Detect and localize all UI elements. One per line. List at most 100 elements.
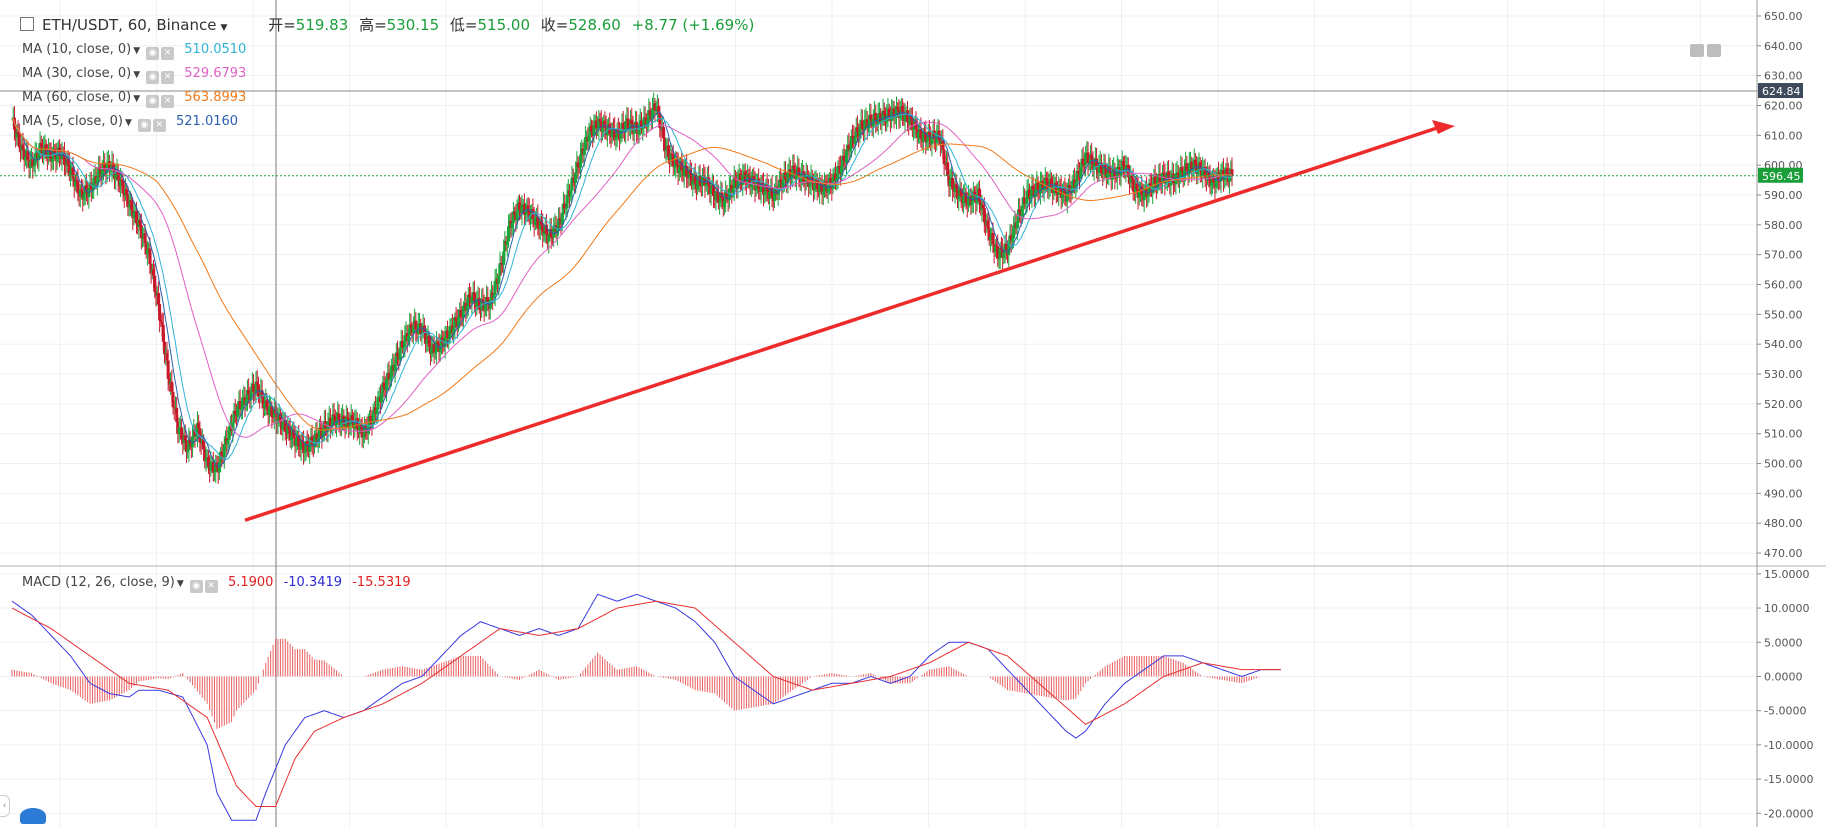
- candle-body: [1179, 167, 1183, 178]
- candle-body: [791, 165, 795, 177]
- candle-body: [1131, 178, 1135, 192]
- candle-body: [91, 189, 95, 191]
- candle-body: [704, 183, 708, 187]
- candle-body: [319, 427, 323, 431]
- candle-body: [777, 179, 781, 191]
- candle-body: [477, 297, 481, 309]
- candle-body: [184, 440, 188, 453]
- candle-body: [565, 194, 569, 209]
- chevron-down-icon[interactable]: ▼: [124, 118, 132, 128]
- chevron-down-icon[interactable]: ▼: [176, 579, 184, 589]
- candle-body: [615, 129, 619, 138]
- candle-body: [139, 225, 143, 239]
- indicator-row-ma30[interactable]: MA (30, close, 0) ▼ ◉ ✕ 529.6793: [22, 66, 246, 84]
- candle-body: [820, 183, 824, 195]
- y-tick-label: 550.00: [1764, 308, 1803, 321]
- candle-body: [757, 179, 761, 190]
- eye-icon[interactable]: ◉: [146, 71, 160, 84]
- candle-body: [770, 187, 774, 197]
- eye-icon[interactable]: ◉: [137, 119, 151, 132]
- candle-body: [550, 237, 554, 239]
- candle-body: [236, 406, 240, 417]
- candle-body: [1002, 252, 1006, 258]
- candle-body: [610, 127, 614, 137]
- candle-body: [821, 191, 825, 195]
- candle-body: [119, 179, 123, 187]
- candle-body: [730, 184, 734, 193]
- y-tick-label: 490.00: [1764, 487, 1803, 500]
- indicator-row-ma10[interactable]: MA (10, close, 0) ▼ ◉ ✕ 510.0510: [22, 42, 246, 60]
- candle-body: [21, 144, 25, 150]
- candle-body: [305, 441, 309, 446]
- candle-body: [651, 109, 654, 120]
- chevron-down-icon[interactable]: ▼: [133, 94, 141, 104]
- candle-body: [1030, 185, 1034, 196]
- pane-down-icon[interactable]: [1690, 44, 1704, 57]
- close-icon[interactable]: ✕: [161, 47, 175, 60]
- chevron-down-icon[interactable]: ▼: [133, 70, 141, 80]
- candle-body: [834, 173, 837, 182]
- candle-body: [1018, 209, 1022, 213]
- candle-body: [502, 251, 506, 265]
- candle-body: [754, 182, 758, 191]
- candle-body: [555, 228, 559, 234]
- candle-body: [422, 325, 426, 333]
- y-tick-label: 500.00: [1764, 458, 1803, 471]
- tradingview-logo-icon[interactable]: [20, 808, 46, 824]
- candle-body: [213, 471, 217, 473]
- pane-maximize-icon[interactable]: [1707, 44, 1721, 57]
- symbol-title[interactable]: ETH/USDT, 60, Binance: [42, 16, 217, 34]
- candle-body: [252, 384, 256, 392]
- eye-icon[interactable]: ◉: [146, 47, 160, 60]
- eye-icon[interactable]: ◉: [146, 95, 160, 108]
- candle-body: [1130, 176, 1134, 179]
- candle-body: [701, 175, 705, 187]
- candle-body: [574, 172, 578, 183]
- candle-body: [661, 127, 665, 139]
- candle-body: [1191, 168, 1195, 171]
- candle-body: [597, 119, 601, 129]
- candle-body: [433, 352, 437, 354]
- candle-body: [1209, 183, 1213, 187]
- candle-body: [1214, 177, 1218, 188]
- candle-body: [403, 335, 407, 348]
- candle-body: [313, 435, 317, 447]
- candle-body: [932, 130, 936, 139]
- candle-body: [382, 382, 386, 388]
- candle-body: [569, 190, 573, 197]
- candle-body: [50, 158, 54, 162]
- candle-body: [637, 124, 641, 135]
- candle-body: [430, 347, 434, 354]
- collapse-icon[interactable]: [20, 17, 34, 31]
- candle-body: [163, 341, 166, 355]
- candle-body: [849, 136, 853, 149]
- eye-icon[interactable]: ◉: [189, 580, 203, 593]
- candle-body: [380, 393, 384, 403]
- candle-body: [441, 337, 445, 343]
- indicator-row-ma60[interactable]: MA (60, close, 0) ▼ ◉ ✕ 563.8993: [22, 90, 246, 108]
- macd-legend[interactable]: MACD (12, 26, close, 9) ▼ ◉ ✕ 5.1900 -10.34…: [22, 575, 411, 593]
- candle-body: [648, 110, 652, 116]
- candle-body: [966, 196, 970, 206]
- candle-body: [241, 397, 245, 409]
- candle-body: [510, 223, 514, 229]
- candle-body: [76, 180, 80, 194]
- close-icon[interactable]: ✕: [152, 119, 166, 132]
- close-icon[interactable]: ✕: [161, 95, 175, 108]
- candle-body: [244, 400, 248, 406]
- last-price-tag-label: 596.45: [1762, 170, 1801, 183]
- chevron-down-icon[interactable]: ▼: [133, 46, 141, 56]
- close-icon[interactable]: ✕: [161, 71, 175, 84]
- candle-body: [1023, 197, 1027, 204]
- chevron-down-icon[interactable]: ▼: [220, 23, 228, 33]
- macd-tick-label: -10.0000: [1764, 739, 1813, 752]
- candle-body: [153, 275, 157, 292]
- candle-body: [592, 125, 596, 136]
- candle-body: [127, 205, 131, 208]
- indicator-row-ma5[interactable]: MA (5, close, 0) ▼ ◉ ✕ 521.0160: [22, 114, 238, 132]
- candle-body: [475, 298, 479, 307]
- close-icon[interactable]: ✕: [204, 580, 218, 593]
- candle-body: [594, 120, 598, 129]
- left-dock-toggle[interactable]: ‹: [0, 795, 10, 817]
